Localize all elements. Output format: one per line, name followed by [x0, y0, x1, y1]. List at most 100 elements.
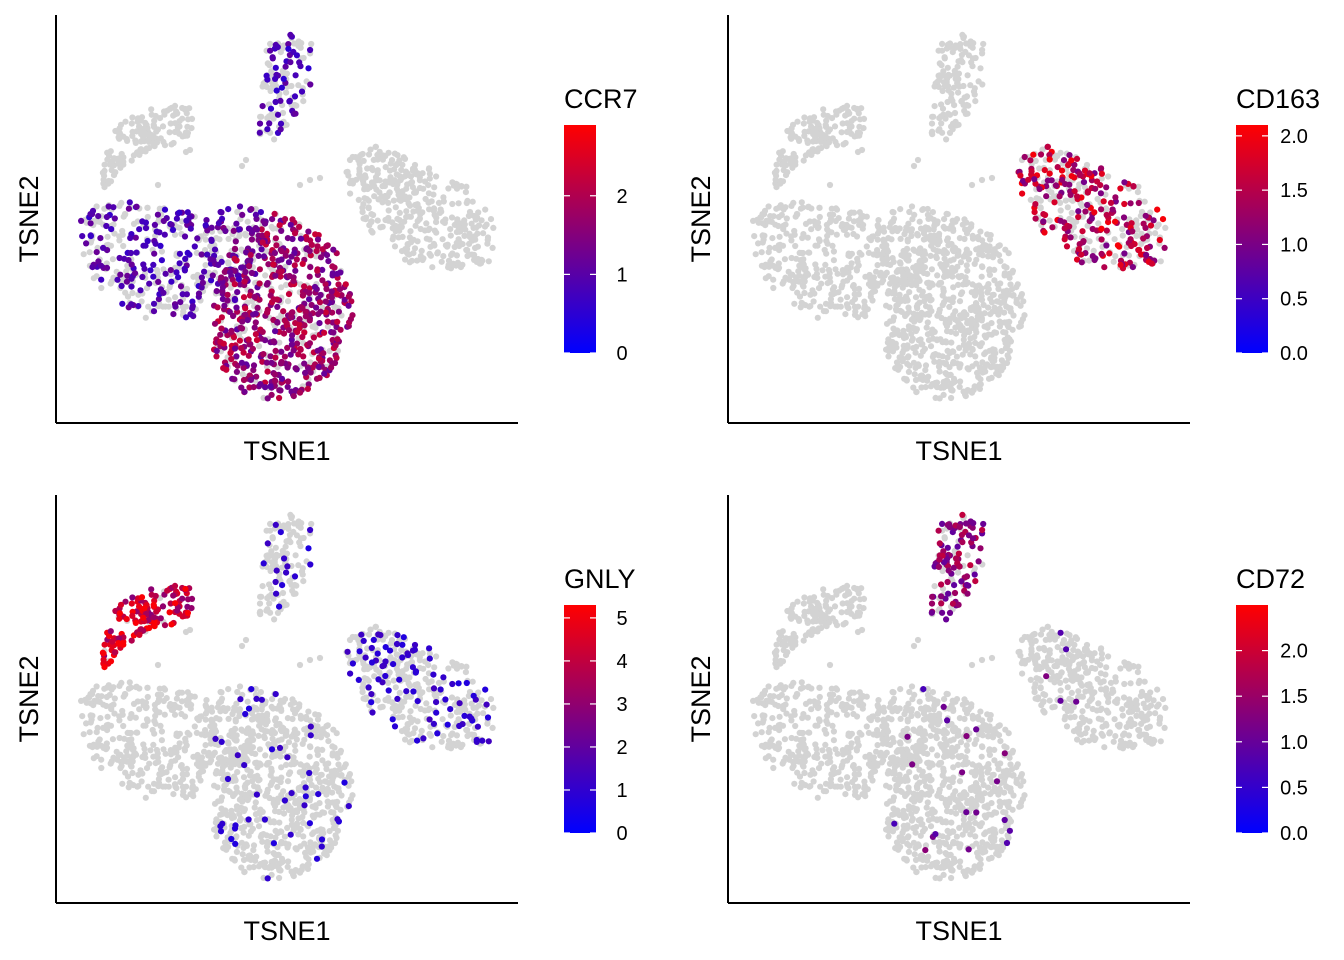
cell-point [291, 93, 299, 100]
cell-point [117, 764, 124, 772]
cell-point [949, 360, 957, 367]
cell-point [397, 197, 404, 204]
cell-point [977, 65, 984, 72]
cell-point [140, 741, 147, 748]
cell-point [1143, 251, 1150, 258]
cell-point [943, 371, 950, 378]
cell-point [826, 274, 833, 281]
cell-point [272, 377, 279, 384]
cell-point [922, 367, 929, 374]
cell-point [471, 251, 478, 258]
cell-point [964, 72, 971, 79]
cell-point [116, 254, 123, 262]
cell-point [292, 110, 299, 117]
cell-point [939, 129, 946, 136]
cell-point [282, 543, 289, 550]
cell-point [155, 783, 162, 790]
cell-point [128, 740, 135, 747]
cell-point [211, 722, 218, 729]
cell-point [922, 384, 929, 391]
cell-point [933, 247, 940, 255]
cell-point [390, 197, 397, 204]
cell-point [837, 296, 844, 303]
cell-point [833, 108, 840, 115]
cell-point [828, 115, 836, 122]
cell-point [153, 746, 160, 754]
cell-point [936, 395, 943, 402]
cell-point [480, 230, 487, 237]
cell-point [259, 103, 266, 110]
cell-point [944, 272, 951, 279]
cell-point [157, 722, 164, 729]
cell-point [831, 123, 839, 130]
cell-point [119, 780, 126, 787]
cell-point [154, 754, 161, 761]
cell-point [160, 217, 167, 225]
cell-point [111, 710, 118, 717]
cell-point [266, 113, 273, 120]
cell-point [954, 263, 961, 270]
cell-point [978, 340, 985, 347]
cell-point [406, 693, 413, 700]
cell-point [906, 208, 913, 216]
cell-point [903, 345, 911, 352]
cell-point [78, 217, 85, 224]
cell-point [264, 280, 271, 287]
cell-point [880, 277, 887, 284]
cell-point [404, 241, 411, 248]
cell-point [1052, 182, 1059, 189]
cell-point [961, 332, 968, 339]
cell-point [463, 183, 470, 190]
cell-point [165, 776, 172, 783]
cell-point [405, 200, 412, 207]
cell-point [284, 383, 291, 390]
cell-point [271, 616, 278, 623]
cell-point [108, 226, 115, 233]
cell-point [884, 255, 891, 262]
cell-point [167, 120, 174, 127]
cell-point [843, 269, 850, 276]
cell-point [978, 263, 986, 270]
cell-point [406, 259, 413, 266]
cell-point [251, 293, 258, 300]
cell-point [406, 251, 413, 258]
cell-point [461, 217, 468, 224]
cell-point [140, 261, 147, 268]
cell-point [466, 208, 474, 216]
cell-point [395, 234, 402, 241]
cell-point [949, 126, 956, 133]
cell-point [256, 266, 263, 273]
cell-point [928, 280, 935, 287]
cell-point [1129, 264, 1136, 271]
cell-point [244, 218, 251, 225]
cell-point [880, 228, 888, 235]
cell-point [414, 170, 421, 177]
cell-point [162, 750, 169, 757]
cell-point [270, 296, 277, 303]
cell-point [288, 341, 295, 348]
cell-point [462, 189, 469, 196]
cell-point [838, 129, 845, 136]
cell-point [789, 121, 797, 128]
cell-point [211, 320, 219, 327]
cell-point [938, 314, 945, 322]
cell-point [1150, 217, 1157, 224]
cell-point [238, 264, 245, 271]
cell-point [214, 784, 221, 791]
cell-point [230, 707, 237, 714]
cell-point [453, 732, 460, 739]
cell-point [768, 256, 775, 263]
cell-point [282, 732, 289, 739]
cell-point [296, 181, 304, 189]
cell-point [946, 349, 953, 356]
cell-point [173, 695, 180, 702]
cell-point [204, 251, 211, 258]
cell-point [1106, 250, 1113, 257]
cell-point [1005, 304, 1012, 311]
cell-point [957, 378, 964, 385]
cell-point [176, 209, 183, 216]
cell-point [240, 294, 248, 301]
cell-point [166, 129, 173, 136]
cell-point [307, 237, 314, 244]
cell-point [843, 102, 851, 109]
